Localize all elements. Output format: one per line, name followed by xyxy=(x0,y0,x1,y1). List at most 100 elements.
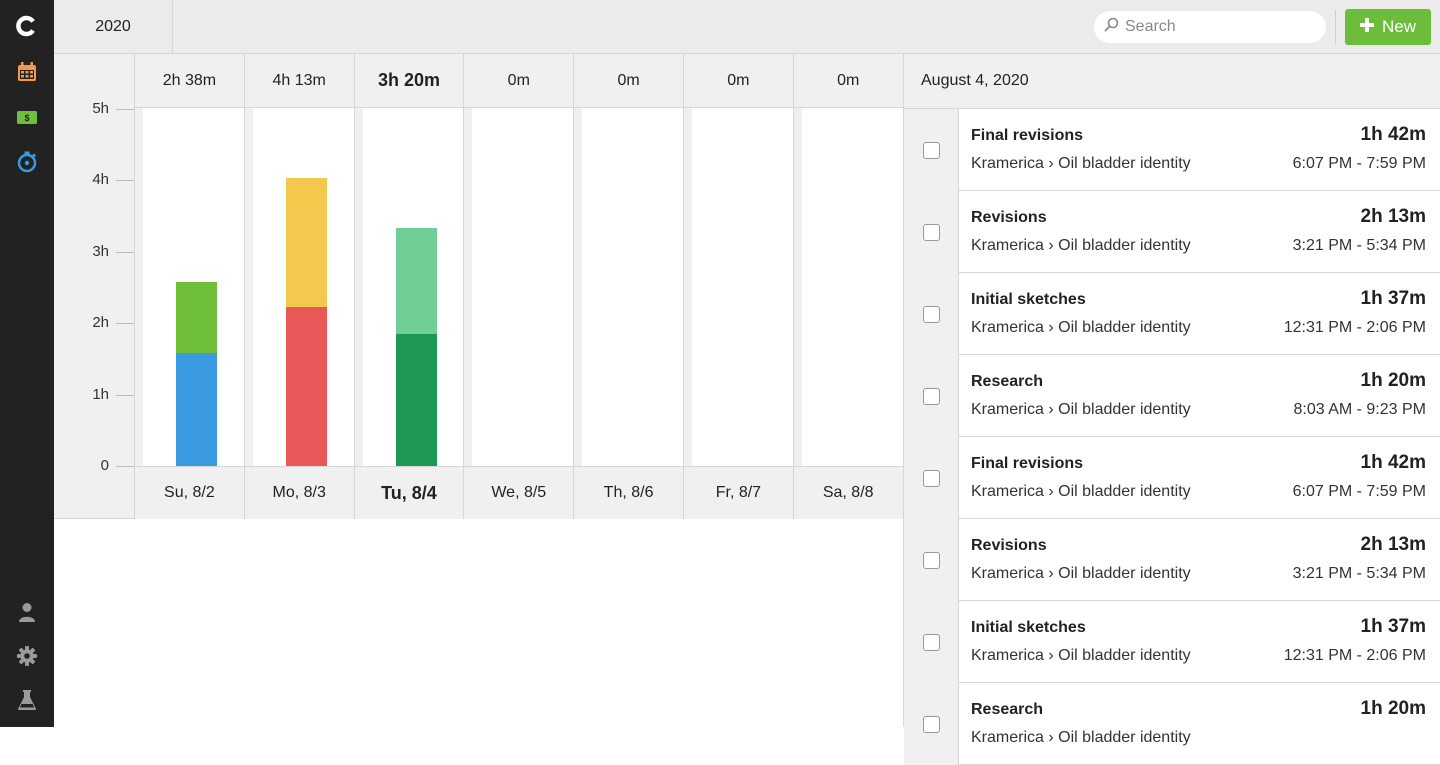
entry-duration: 1h 42m xyxy=(1360,124,1426,145)
entry-duration: 1h 37m xyxy=(1360,288,1426,309)
entry-time-range: 12:31 PM - 2:06 PM xyxy=(1283,647,1426,664)
entry-checkbox[interactable] xyxy=(922,551,940,569)
new-button[interactable]: New xyxy=(1345,9,1431,45)
day-label: We, 8/5 xyxy=(464,466,574,519)
entry-checkbox[interactable] xyxy=(922,305,940,323)
day-label: Fr, 8/7 xyxy=(684,466,793,519)
plus-icon xyxy=(1359,17,1374,37)
entry-duration: 1h 20m xyxy=(1360,698,1426,719)
calendar-icon[interactable] xyxy=(15,60,39,84)
week-chart: 0 1h 2h 3h 4h 5h 2h 38m Su, 8/2 4h 13m Mo, 8/3 3h… xyxy=(54,54,903,519)
entry-project: Kramerica › Oil bladder identity xyxy=(971,565,1191,582)
day-bar-area xyxy=(143,108,244,466)
entry-checkbox[interactable] xyxy=(922,387,940,405)
time-entry[interactable]: Revisions Kramerica › Oil bladder identit… xyxy=(904,519,1440,601)
day-column[interactable]: 2h 38m Su, 8/2 xyxy=(134,54,244,519)
day-label: Tu, 8/4 xyxy=(354,466,464,519)
entry-time-range: 3:21 PM - 5:34 PM xyxy=(1292,565,1426,582)
entry-checkbox[interactable] xyxy=(922,469,940,487)
day-total: 3h 20m xyxy=(354,54,464,108)
flask-icon[interactable] xyxy=(15,688,39,712)
entry-project: Kramerica › Oil bladder identity xyxy=(971,319,1191,336)
stopwatch-icon[interactable] xyxy=(15,150,39,174)
entry-checkbox-cell xyxy=(904,273,959,355)
entry-duration: 1h 37m xyxy=(1360,616,1426,637)
day-column[interactable]: 0m Th, 8/6 xyxy=(573,54,683,519)
entry-time-range: 12:31 PM - 2:06 PM xyxy=(1283,319,1426,336)
entry-checkbox-cell xyxy=(904,437,959,519)
day-column[interactable]: 3h 20m Tu, 8/4 xyxy=(353,54,464,519)
y-tick-label: 2h xyxy=(92,314,109,332)
entry-checkbox-cell xyxy=(904,355,959,437)
entry-project: Kramerica › Oil bladder identity xyxy=(971,401,1191,418)
c-logo-icon[interactable] xyxy=(15,14,39,38)
entry-project: Kramerica › Oil bladder identity xyxy=(971,483,1191,500)
bar-segment[interactable] xyxy=(285,178,327,307)
entry-title: Research xyxy=(971,373,1044,390)
entry-project: Kramerica › Oil bladder identity xyxy=(971,647,1191,664)
entry-checkbox[interactable] xyxy=(922,223,940,241)
entry-project: Kramerica › Oil bladder identity xyxy=(971,237,1191,254)
entry-checkbox[interactable] xyxy=(922,141,940,159)
entry-checkbox[interactable] xyxy=(922,633,940,651)
entry-checkbox-cell xyxy=(904,601,959,683)
time-entry[interactable]: Final revisions Kramerica › Oil bladder i… xyxy=(904,109,1440,191)
time-entry[interactable]: Initial sketches Kramerica › Oil bladder … xyxy=(904,273,1440,355)
user-icon[interactable] xyxy=(15,600,39,624)
entry-duration: 2h 13m xyxy=(1360,206,1426,227)
entry-duration: 2h 13m xyxy=(1360,534,1426,555)
search-box[interactable] xyxy=(1094,11,1326,43)
day-column[interactable]: 0m Fr, 8/7 xyxy=(683,54,793,519)
day-bar-area xyxy=(472,108,574,466)
search-icon xyxy=(1104,17,1119,37)
y-tick-label: 4h xyxy=(92,171,109,189)
topbar: 2020 New xyxy=(54,0,1440,54)
y-tick xyxy=(116,466,134,467)
entry-checkbox[interactable] xyxy=(922,715,940,733)
entry-time-range: 3:21 PM - 5:34 PM xyxy=(1292,237,1426,254)
time-entry[interactable]: Research Kramerica › Oil bladder identity… xyxy=(904,355,1440,437)
bar-segment[interactable] xyxy=(285,306,327,466)
time-entry[interactable]: Revisions Kramerica › Oil bladder identit… xyxy=(904,191,1440,273)
entry-title: Final revisions xyxy=(971,127,1084,144)
entry-time-range: 6:07 PM - 7:59 PM xyxy=(1292,155,1426,172)
y-tick xyxy=(116,323,134,325)
bar-segment[interactable] xyxy=(395,228,437,334)
day-bar-area xyxy=(692,108,793,466)
entry-project: Kramerica › Oil bladder identity xyxy=(971,155,1191,172)
day-column[interactable]: 0m Sa, 8/8 xyxy=(792,54,903,519)
gear-icon[interactable] xyxy=(15,644,39,668)
money-icon[interactable]: $ xyxy=(15,105,39,129)
y-tick xyxy=(116,180,134,182)
entry-title: Revisions xyxy=(971,209,1047,226)
day-label: Mo, 8/3 xyxy=(244,466,354,519)
bar-segment[interactable] xyxy=(176,353,217,466)
topbar-divider xyxy=(1335,10,1336,44)
bar-segment[interactable] xyxy=(176,281,217,354)
day-bar-area xyxy=(362,108,464,466)
day-total: 0m xyxy=(464,54,574,108)
day-label: Th, 8/6 xyxy=(574,466,683,519)
bar-segment[interactable] xyxy=(395,333,437,466)
new-button-label: New xyxy=(1381,17,1416,36)
time-entry[interactable]: Final revisions Kramerica › Oil bladder i… xyxy=(904,437,1440,519)
entry-title: Revisions xyxy=(971,537,1047,554)
time-entry[interactable]: Initial sketches Kramerica › Oil bladder … xyxy=(904,601,1440,683)
time-entry[interactable]: Research Kramerica › Oil bladder identity… xyxy=(904,683,1440,765)
day-total: 2h 38m xyxy=(135,54,244,108)
y-tick xyxy=(116,394,134,396)
y-tick xyxy=(116,109,134,110)
day-bar-area xyxy=(582,108,683,466)
y-tick-label: 0 xyxy=(100,457,109,474)
year-tab[interactable]: 2020 xyxy=(54,0,173,54)
search-input[interactable] xyxy=(1125,18,1315,36)
svg-text:$: $ xyxy=(24,113,29,123)
entry-checkbox-cell xyxy=(904,109,959,191)
day-column[interactable]: 0m We, 8/5 xyxy=(463,54,574,519)
day-label: Sa, 8/8 xyxy=(793,466,903,519)
entry-duration: 1h 42m xyxy=(1360,452,1426,473)
entry-title: Initial sketches xyxy=(971,291,1086,308)
day-column[interactable]: 4h 13m Mo, 8/3 xyxy=(243,54,354,519)
entry-time-range: 6:07 PM - 7:59 PM xyxy=(1292,483,1426,500)
entry-title: Research xyxy=(971,701,1044,718)
